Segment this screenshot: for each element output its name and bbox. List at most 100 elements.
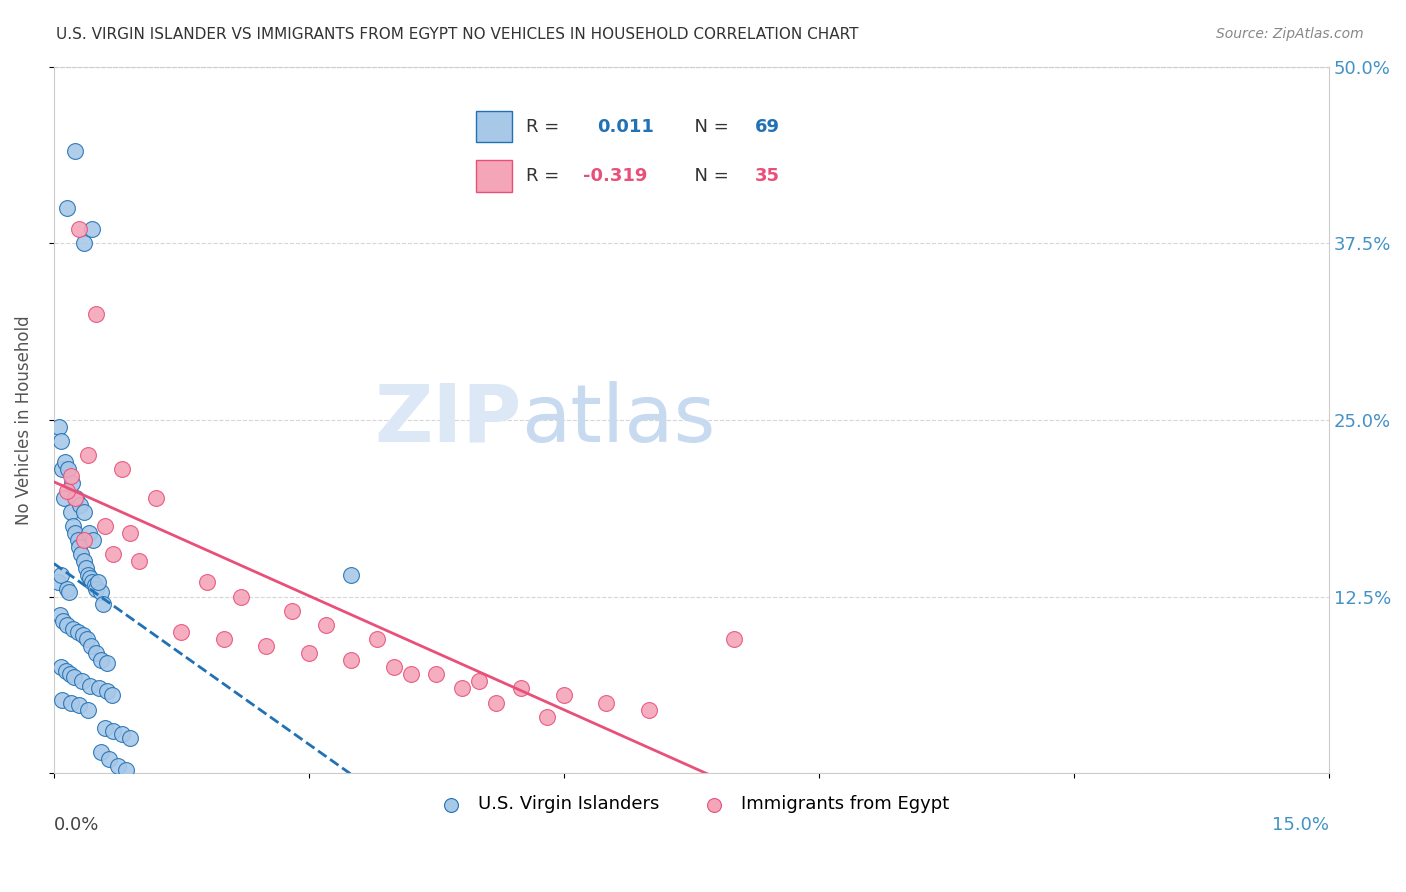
Point [76,632,98,646]
Point [90,585,112,599]
Point [76,568,98,582]
Point [56,617,79,632]
Point [55,201,77,215]
Point [145,491,167,505]
Point [63,145,86,159]
Text: ZIP: ZIP [374,381,522,458]
Point [399,667,422,681]
Point [72,554,94,568]
Point [79,571,101,585]
Point [73,505,96,519]
Point [59,696,82,710]
Point [315,617,337,632]
Text: atlas: atlas [522,381,716,458]
Point [91,597,114,611]
Point [82,533,104,547]
Point [53,455,76,469]
Point [80,222,103,236]
Point [111,462,134,476]
Point [254,639,277,653]
Point [46,575,69,590]
Point [111,726,134,740]
Point [70,547,93,561]
Point [67,222,90,236]
Point [86,646,108,660]
Point [90,745,112,759]
Legend: U.S. Virgin Islanders, Immigrants from Egypt: U.S. Virgin Islanders, Immigrants from E… [426,789,956,821]
Point [48,420,70,434]
Point [69,498,91,512]
Point [281,604,304,618]
Point [96,656,118,670]
Point [55,665,77,679]
Point [58,462,80,476]
Point [72,533,94,547]
Point [103,547,125,561]
Point [77,525,100,540]
Point [637,703,659,717]
Point [107,759,129,773]
Point [595,696,617,710]
Point [195,575,218,590]
Point [340,653,363,667]
Point [170,624,193,639]
Point [229,590,252,604]
Point [87,681,110,696]
Point [62,622,84,636]
Point [76,448,98,462]
Point [94,721,117,735]
Point [58,585,80,599]
Point [553,689,575,703]
Point [382,660,405,674]
Point [98,752,121,766]
Point [86,307,108,321]
Point [63,491,86,505]
Point [63,670,86,684]
Point [212,632,235,646]
Point [51,462,73,476]
Point [55,582,77,597]
Text: Source: ZipAtlas.com: Source: ZipAtlas.com [1216,27,1364,41]
Point [59,505,82,519]
Point [55,483,77,498]
Point [366,632,388,646]
Point [67,540,90,554]
Point [100,689,122,703]
Point [63,525,86,540]
Point [723,632,745,646]
Point [80,575,103,590]
Point [49,607,72,622]
Point [65,491,87,505]
Point [51,692,73,706]
Point [120,731,142,745]
Point [340,568,363,582]
Point [70,674,93,689]
Point [52,614,75,628]
Point [49,660,72,674]
Point [67,624,90,639]
Point [425,667,447,681]
Point [298,646,321,660]
Point [83,578,105,592]
Point [72,628,94,642]
Point [485,696,508,710]
Point [59,469,82,483]
Point [51,434,73,448]
Point [536,709,558,723]
Point [49,568,72,582]
Point [75,561,97,575]
Point [59,667,82,681]
Point [62,519,84,533]
Point [53,491,76,505]
Point [96,684,118,698]
Point [80,639,103,653]
Point [79,679,101,693]
Text: U.S. VIRGIN ISLANDER VS IMMIGRANTS FROM EGYPT NO VEHICLES IN HOUSEHOLD CORRELATI: U.S. VIRGIN ISLANDER VS IMMIGRANTS FROM … [56,27,859,42]
Point [115,764,138,778]
Point [67,698,90,713]
Point [76,703,98,717]
Text: 0.0%: 0.0% [53,815,100,834]
Text: 15.0%: 15.0% [1272,815,1329,834]
Point [66,533,89,547]
Point [510,681,533,696]
